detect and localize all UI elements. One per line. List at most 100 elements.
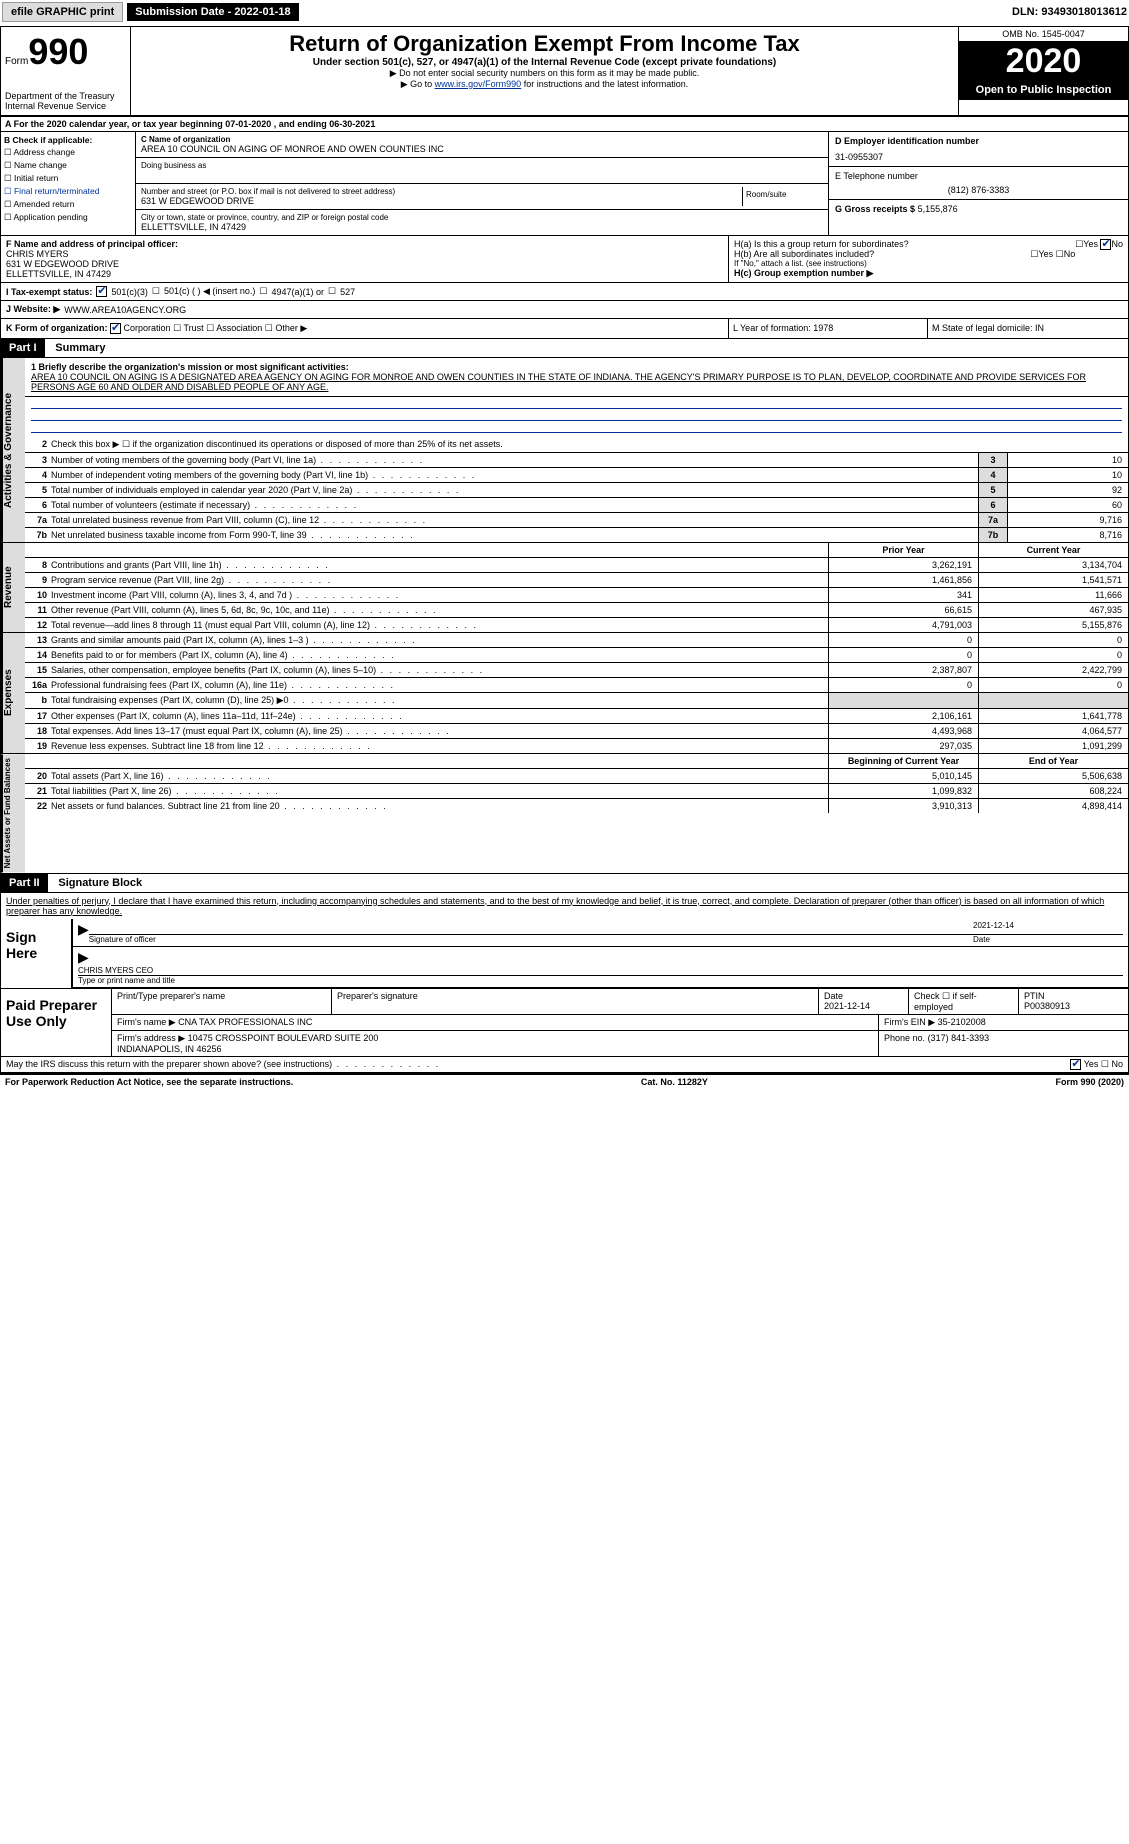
line-ref: 6 xyxy=(978,498,1008,512)
omb-number: OMB No. 1545-0047 xyxy=(959,27,1128,42)
line-number: 6 xyxy=(25,498,51,512)
i-opt: 4947(a)(1) or xyxy=(271,287,324,297)
b-item: Amended return xyxy=(14,199,75,209)
pra-notice: For Paperwork Reduction Act Notice, see … xyxy=(5,1077,293,1087)
dba-label: Doing business as xyxy=(141,161,823,170)
cat-number: Cat. No. 11282Y xyxy=(641,1077,708,1087)
current-value: 608,224 xyxy=(978,784,1128,798)
current-value: 3,134,704 xyxy=(978,558,1128,572)
city-state-zip: ELLETTSVILLE, IN 47429 xyxy=(141,222,823,232)
hc-label: H(c) Group exemption number ▶ xyxy=(734,268,1123,279)
irs-label: Internal Revenue Service xyxy=(5,101,126,111)
street-address: 631 W EDGEWOOD DRIVE xyxy=(141,196,742,206)
line-desc: Total fundraising expenses (Part IX, col… xyxy=(51,693,828,708)
officer-name: CHRIS MYERS xyxy=(6,249,723,259)
open-public: Open to Public Inspection xyxy=(959,80,1128,100)
current-value: 11,666 xyxy=(978,588,1128,602)
side-revenue: Revenue xyxy=(1,543,25,632)
line-ref: 7b xyxy=(978,528,1008,542)
current-value: 5,506,638 xyxy=(978,769,1128,783)
dept-label: Department of the Treasury xyxy=(5,91,126,101)
declaration-text: Under penalties of perjury, I declare th… xyxy=(6,896,1104,916)
signature-block: Under penalties of perjury, I declare th… xyxy=(0,893,1129,1073)
expenses-section: Expenses 13Grants and similar amounts pa… xyxy=(0,633,1129,754)
section-bcd: B Check if applicable: ☐ Address change … xyxy=(0,132,1129,236)
c-name-label: C Name of organization xyxy=(141,135,823,144)
k-opt: Corporation xyxy=(124,323,171,333)
submission-date-button[interactable]: Submission Date - 2022-01-18 xyxy=(127,3,298,21)
side-expenses: Expenses xyxy=(1,633,25,753)
prior-value: 1,099,832 xyxy=(828,784,978,798)
line-desc: Investment income (Part VIII, column (A)… xyxy=(51,588,828,602)
ha-no-checkbox[interactable] xyxy=(1100,239,1111,250)
line-number: 16a xyxy=(25,678,51,692)
city-label: City or town, state or province, country… xyxy=(141,213,823,222)
part2-title: Signature Block xyxy=(50,874,150,892)
firm-phone-label: Phone no. xyxy=(884,1033,925,1043)
line-value: 92 xyxy=(1008,483,1128,497)
firm-name-label: Firm's name ▶ xyxy=(117,1017,176,1027)
goto-post: for instructions and the latest informat… xyxy=(521,79,688,89)
no-label: No xyxy=(1111,1059,1123,1069)
line-number: 17 xyxy=(25,709,51,723)
begin-year-header: Beginning of Current Year xyxy=(828,754,978,768)
k-opt: Other ▶ xyxy=(275,323,307,333)
line-desc: Program service revenue (Part VIII, line… xyxy=(51,573,828,587)
section-b: B Check if applicable: ☐ Address change … xyxy=(1,132,136,235)
line-number: 10 xyxy=(25,588,51,602)
line-desc: Benefits paid to or for members (Part IX… xyxy=(51,648,828,662)
prior-value: 66,615 xyxy=(828,603,978,617)
prep-name-label: Print/Type preparer's name xyxy=(117,991,326,1001)
f-label: F Name and address of principal officer: xyxy=(6,239,723,249)
tax-year-row: A For the 2020 calendar year, or tax yea… xyxy=(0,117,1129,132)
corp-checkbox[interactable] xyxy=(110,323,121,334)
form-header: Form990 Department of the Treasury Inter… xyxy=(0,26,1129,117)
line-number: 7a xyxy=(25,513,51,527)
line-desc: Salaries, other compensation, employee b… xyxy=(51,663,828,677)
line2-desc: Check this box ▶ ☐ if the organization d… xyxy=(51,437,1128,452)
line-number: 15 xyxy=(25,663,51,677)
sign-here-label: Sign Here xyxy=(1,919,71,988)
line-ref: 3 xyxy=(978,453,1008,467)
prior-value: 0 xyxy=(828,678,978,692)
org-name: AREA 10 COUNCIL ON AGING OF MONROE AND O… xyxy=(141,144,823,154)
current-value: 1,641,778 xyxy=(978,709,1128,723)
line-number: b xyxy=(25,693,51,708)
sig-date: 2021-12-14 xyxy=(973,921,1123,935)
phone-value: (812) 876-3383 xyxy=(835,185,1122,195)
line-number: 5 xyxy=(25,483,51,497)
b-item: Application pending xyxy=(14,212,88,222)
governance-section: Activities & Governance 1 Briefly descri… xyxy=(0,358,1129,543)
irs-link[interactable]: www.irs.gov/Form990 xyxy=(435,79,522,89)
current-value: 0 xyxy=(978,648,1128,662)
line-desc: Total number of volunteers (estimate if … xyxy=(51,498,978,512)
part2-header: Part II xyxy=(1,874,48,892)
gross-value: 5,155,876 xyxy=(918,204,958,214)
current-value: 4,898,414 xyxy=(978,799,1128,813)
current-value: 0 xyxy=(978,633,1128,647)
line-desc: Total number of individuals employed in … xyxy=(51,483,978,497)
yes-label: Yes xyxy=(1084,1059,1099,1069)
line-desc: Total unrelated business revenue from Pa… xyxy=(51,513,978,527)
end-year-header: End of Year xyxy=(978,754,1128,768)
part1-title: Summary xyxy=(47,339,113,357)
side-netassets: Net Assets or Fund Balances xyxy=(1,754,25,872)
line-desc: Net unrelated business taxable income fr… xyxy=(51,528,978,542)
current-value: 4,064,577 xyxy=(978,724,1128,738)
efile-print-button[interactable]: efile GRAPHIC print xyxy=(2,2,123,22)
firm-name: CNA TAX PROFESSIONALS INC xyxy=(178,1017,312,1027)
firm-ein: 35-2102008 xyxy=(938,1017,986,1027)
prior-value: 0 xyxy=(828,648,978,662)
sig-officer-label: Signature of officer xyxy=(89,935,156,944)
firm-phone: (317) 841-3393 xyxy=(928,1033,990,1043)
b-item: Initial return xyxy=(14,173,58,183)
501c3-checkbox[interactable] xyxy=(96,286,107,297)
section-i: I Tax-exempt status: 501(c)(3) ☐501(c) (… xyxy=(0,283,1129,301)
topbar: efile GRAPHIC print Submission Date - 20… xyxy=(0,0,1129,24)
line-desc: Revenue less expenses. Subtract line 18 … xyxy=(51,739,828,753)
form-subtitle: Under section 501(c), 527, or 4947(a)(1)… xyxy=(135,57,954,68)
form-number: 990 xyxy=(28,31,88,72)
discuss-question: May the IRS discuss this return with the… xyxy=(6,1059,440,1069)
discuss-yes-checkbox[interactable] xyxy=(1070,1059,1081,1070)
line-desc: Other expenses (Part IX, column (A), lin… xyxy=(51,709,828,723)
